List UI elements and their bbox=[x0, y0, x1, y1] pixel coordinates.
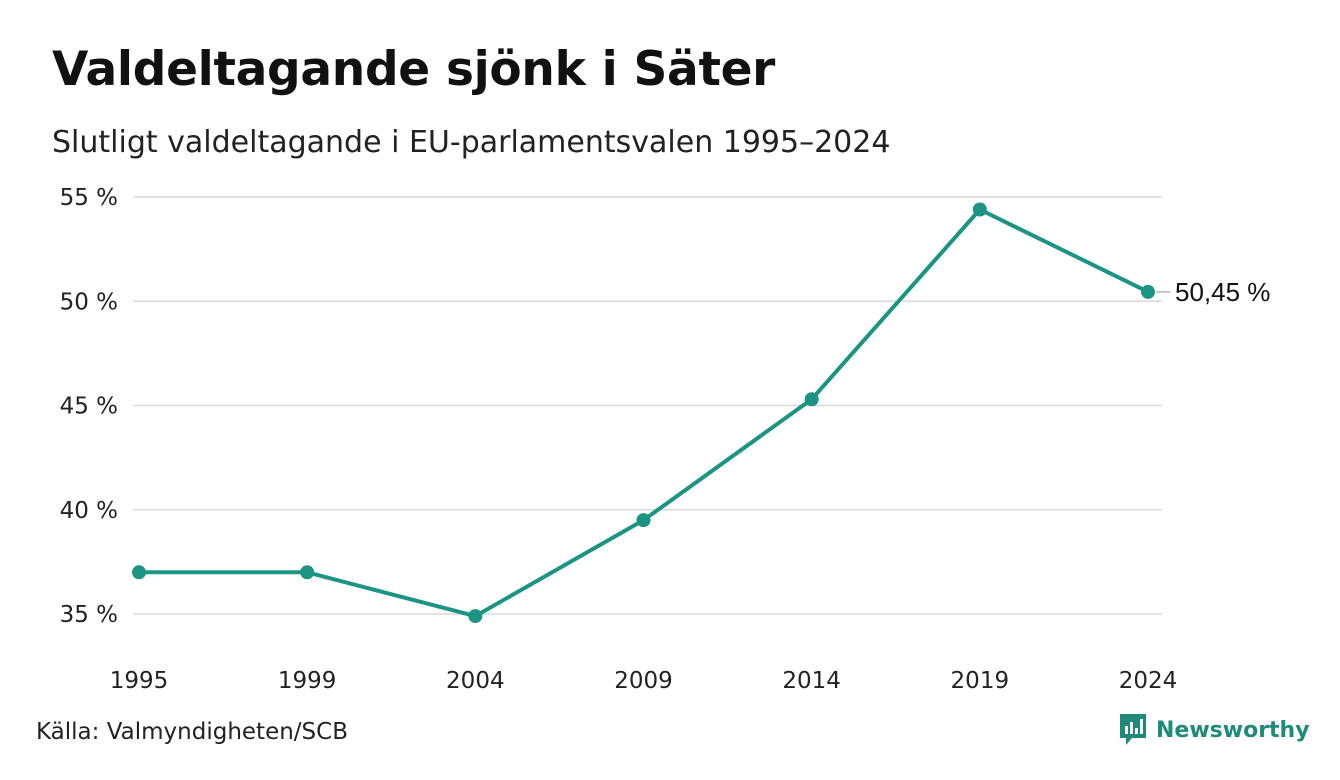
x-tick-label: 2009 bbox=[614, 668, 673, 694]
brand-logo: Newsworthy bbox=[1118, 712, 1310, 748]
data-point bbox=[468, 609, 483, 624]
chart-subtitle: Slutligt valdeltagande i EU-parlamentsva… bbox=[52, 125, 891, 160]
y-tick-label: 35 % bbox=[60, 602, 118, 628]
data-point bbox=[972, 202, 987, 217]
data-point bbox=[300, 565, 315, 580]
y-tick-label: 40 % bbox=[60, 498, 118, 524]
data-point bbox=[636, 513, 651, 528]
brand-name: Newsworthy bbox=[1156, 717, 1310, 743]
y-tick-label: 45 % bbox=[60, 394, 118, 420]
x-tick-label: 2024 bbox=[1119, 668, 1178, 694]
x-tick-label: 1999 bbox=[278, 668, 337, 694]
source-note: Källa: Valmyndigheten/SCB bbox=[36, 719, 348, 745]
y-tick-label: 50 % bbox=[60, 289, 118, 315]
newsworthy-logo-icon bbox=[1120, 714, 1146, 745]
data-point bbox=[1141, 284, 1155, 299]
data-point bbox=[132, 565, 146, 580]
x-tick-label: 1995 bbox=[110, 668, 169, 694]
y-tick-label: 55 % bbox=[60, 185, 118, 211]
end-value-label: 50,45 % bbox=[1175, 277, 1270, 307]
series-line bbox=[137, 207, 1150, 619]
x-tick-label: 2014 bbox=[782, 668, 841, 694]
x-tick-label: 2019 bbox=[951, 668, 1010, 694]
data-point bbox=[804, 392, 819, 407]
chart-title: Valdeltagande sjönk i Säter bbox=[52, 42, 776, 97]
x-tick-label: 2004 bbox=[446, 668, 505, 694]
